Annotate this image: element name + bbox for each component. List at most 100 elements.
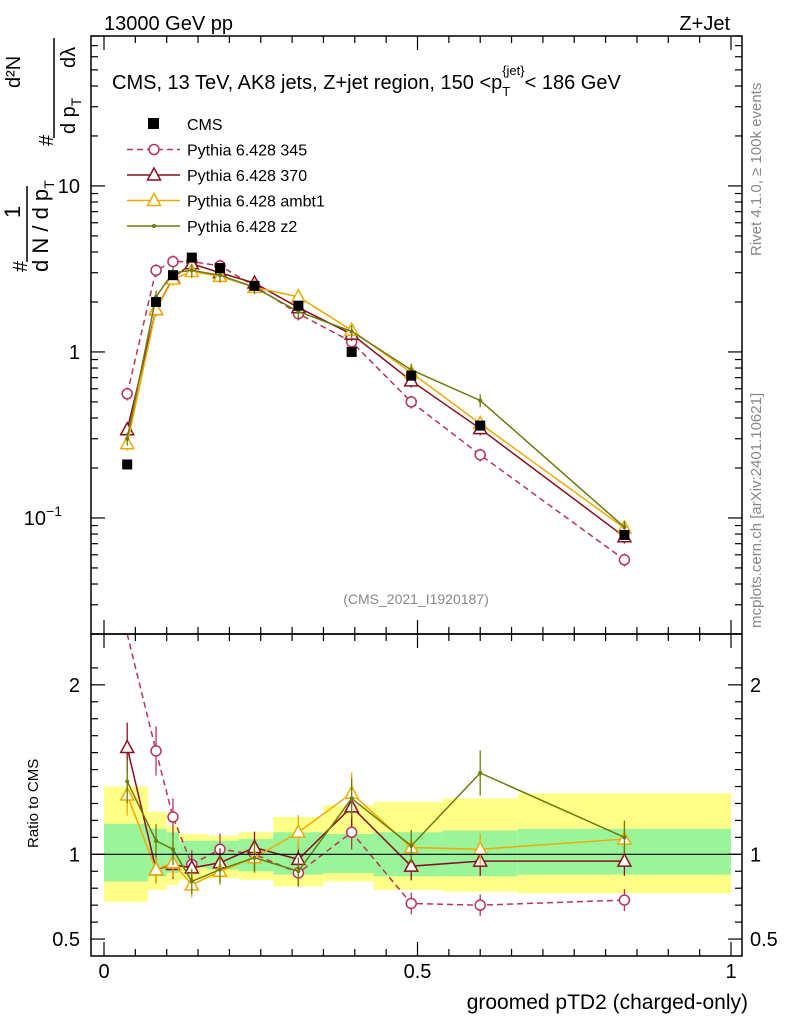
data-point [151,296,162,307]
point-main [150,264,162,277]
ratio-y-tick-label-right: 1 [750,844,761,866]
legend-label: CMS [187,117,223,134]
point-ratio [189,879,194,884]
y-axis-label-main: 1 d N / d pT # # d²N d pT dλ [0,38,84,272]
point-main [622,525,627,530]
legend-label: Pythia 6.428 345 [187,143,307,160]
point-ratio [296,869,301,874]
point-ratio [345,826,358,839]
legend-entry: Pythia 6.428 370 [127,166,307,185]
data-point [619,529,630,540]
point-ratio [125,779,130,784]
point-main [478,398,483,403]
ylabel-hash-right: # [36,134,58,146]
point-ratio [349,796,354,801]
legend-marker [146,166,162,181]
point-ratio [478,770,483,775]
band-inner [323,833,374,873]
legend-entry: Pythia 6.428 345 [127,143,307,160]
series-line-main [126,260,625,561]
series-line-main [126,269,625,528]
point-main [474,449,486,461]
title-sup: {jet} [502,63,525,78]
axis-ticks: 0 0.5 1 10 1 10−1 2 2 1 1 0.5 0.5 [24,35,778,983]
ratio-y-tick-label-right: 0.5 [750,929,778,951]
legend-entry: CMS [148,117,223,134]
series-line-main [126,270,625,529]
series-cms-data [122,252,630,540]
data-point [475,420,486,431]
watermark: (CMS_2021_I1920187) [343,591,489,607]
legend-label: Pythia 6.428 370 [187,168,307,185]
ylabel-dn: d N / d pT [28,180,57,272]
y-tick-label: 10 [58,176,80,198]
ratio-y-tick-label: 1 [69,844,80,866]
x-tick-label: 0.5 [404,961,432,983]
data-point [214,263,225,274]
legend-label: Pythia 6.428 ambt1 [187,194,325,211]
legend-label: Pythia 6.428 z2 [187,219,297,236]
side-text-top: Rivet 4.1.0, ≥ 100k events [748,83,765,256]
data-point [249,280,260,291]
legend-entry: Pythia 6.428 z2 [127,219,297,236]
ratio-frame [90,633,743,957]
point-ratio [167,811,179,823]
series-line-main [126,262,625,538]
point-ratio [622,835,627,840]
point-ratio [290,823,307,839]
chart-title: CMS, 13 TeV, AK8 jets, Z+jet region, 150… [112,63,621,99]
point-ratio [217,867,222,872]
data-point [186,252,197,263]
point-main [217,273,222,278]
data-point [293,300,304,311]
point-ratio [409,843,414,848]
header-right: Z+Jet [679,13,730,35]
y-tick-label: 1 [69,342,80,364]
point-ratio [616,852,633,867]
title-end: < 186 GeV [525,72,622,94]
x-axis-label: groomed pTD2 (charged-only) [467,991,748,1014]
ylabel-one: 1 [0,206,25,218]
point-ratio [474,899,486,911]
title-sub: T [502,84,510,99]
point-main [349,329,354,334]
point-main [121,387,133,400]
legend-marker [146,191,162,207]
point-ratio [150,745,162,757]
point-ratio [403,857,419,872]
point-ratio [252,855,257,860]
ylabel-d2n: d²N [3,56,25,88]
legend: CMS Pythia 6.428 345 Pythia 6.428 370 Pythi… [127,117,325,236]
band-inner [147,828,167,877]
ylabel-dl: dλ [58,47,80,68]
x-tick-label: 1 [725,961,736,983]
point-main [125,436,130,441]
title-main: CMS, 13 TeV, AK8 jets, Z+jet region, 150… [112,72,502,94]
ratio-y-tick-label: 2 [69,675,80,697]
x-tick-label: 0 [98,961,109,983]
ylabel-dpt: d pT [58,97,84,134]
y-axis-label-ratio: Ratio to CMS [25,759,42,848]
point-ratio [170,847,175,852]
point-ratio [154,838,159,843]
point-main [167,255,179,268]
point-ratio [119,738,135,754]
ylabel-hash-left: # [10,260,32,272]
side-text-bottom: mcplots.cern.ch [arXiv:2401.10621] [748,393,765,628]
point-ratio [148,860,164,876]
point-main [405,396,417,408]
series-line-ratio [126,633,625,906]
y-tick-exponent: −1 [46,503,62,519]
ratio-y-tick-label: 0.5 [52,929,80,951]
legend-marker [152,224,156,228]
series-2 [119,255,633,884]
data-point [346,346,357,357]
legend-marker [148,118,159,129]
ratio-y-tick-label-right: 2 [750,675,761,697]
axes-frames [90,35,743,957]
point-main [189,268,194,273]
data-point [406,370,417,381]
legend-marker [148,143,160,156]
point-main [618,554,631,566]
